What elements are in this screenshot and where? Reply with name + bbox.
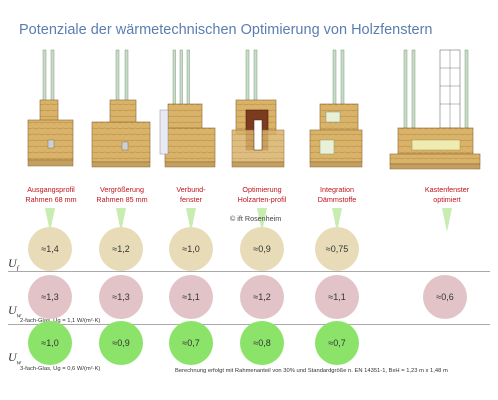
label-line2: Holzarten-profil <box>237 195 287 204</box>
label-line2: Rahmen 85 mm <box>96 195 148 204</box>
label-line1: Verbund- <box>176 185 206 194</box>
profile-vergroesserung <box>91 49 151 168</box>
label-line1: Optimierung <box>242 185 282 194</box>
label-ausgangsprofil: Ausgangsprofil Rahmen 68 mm <box>16 185 86 205</box>
uw3-value-circle: ≈0,8 <box>240 321 284 365</box>
uw2-value-circle: ≈1,1 <box>315 275 359 319</box>
profile-daemmstoffe <box>309 49 363 168</box>
uf-value-circle: ≈1,2 <box>99 227 143 271</box>
glass-note-2fach: 2-fach-Glas, Ug = 1,1 W/(m²·K) <box>20 318 101 324</box>
uw3-value-circle: ≈1,0 <box>28 321 72 365</box>
uw2-value-circle: ≈0,6 <box>423 275 467 319</box>
uw3-value-circle: ≈0,7 <box>169 321 213 365</box>
profile-kastenfenster <box>389 49 481 170</box>
diagram-title: Potenziale der wärmetechnischen Optimier… <box>19 22 433 38</box>
uf-value-circle: ≈1,4 <box>28 227 72 271</box>
uw2-value-circle: ≈1,2 <box>240 275 284 319</box>
row-label-main: U <box>8 350 17 364</box>
row-label-main: U <box>8 256 17 270</box>
arrows <box>45 208 452 232</box>
label-line1: Integration <box>320 185 354 194</box>
separator <box>8 271 490 272</box>
label-line2: fenster <box>180 195 202 204</box>
uw3-value-circle: ≈0,9 <box>99 321 143 365</box>
row-label-uf: Uf <box>8 256 19 272</box>
label-verbundfenster: Verbund- fenster <box>158 185 224 205</box>
label-kastenfenster: Kastenfenster optimiert <box>412 185 482 205</box>
label-line2: Rahmen 68 mm <box>25 195 77 204</box>
row-label-sub: f <box>16 264 19 273</box>
label-line1: Kastenfenster <box>424 185 470 194</box>
label-line2: optimiert <box>433 195 461 204</box>
profile-verbundfenster <box>159 49 216 168</box>
glass-note-3fach: 3-fach-Glas, Ug = 0,6 W/(m²·K) <box>20 366 101 372</box>
profile-ausgangsprofil <box>27 49 74 167</box>
label-vergroesserung: Vergrößerung Rahmen 85 mm <box>87 185 157 205</box>
row-label-sub: w <box>16 358 22 367</box>
label-line1: Vergrößerung <box>100 185 144 194</box>
label-holzarten: Optimierung Holzarten-profil <box>226 185 298 205</box>
uw2-value-circle: ≈1,1 <box>169 275 213 319</box>
row-label-main: U <box>8 303 17 317</box>
row-label-uw2: Uw <box>8 303 21 319</box>
uf-value-circle: ≈1,0 <box>169 227 213 271</box>
profile-holzarten <box>231 49 285 168</box>
uw2-value-circle: ≈1,3 <box>28 275 72 319</box>
row-label-sub: w <box>16 311 22 320</box>
row-label-uw3: Uw <box>8 350 21 366</box>
label-line1: Ausgangsprofil <box>27 185 75 194</box>
copyright: © ift Rosenheim <box>230 214 282 223</box>
uw2-value-circle: ≈1,3 <box>99 275 143 319</box>
label-line2: Dämmstoffe <box>317 195 357 204</box>
uw3-value-circle: ≈0,7 <box>315 321 359 365</box>
uf-value-circle: ≈0,75 <box>315 227 359 271</box>
label-daemmstoffe: Integration Dämmstoffe <box>304 185 370 205</box>
uf-value-circle: ≈0,9 <box>240 227 284 271</box>
calculation-note: Berechnung erfolgt mit Rahmenanteil von … <box>175 368 448 374</box>
